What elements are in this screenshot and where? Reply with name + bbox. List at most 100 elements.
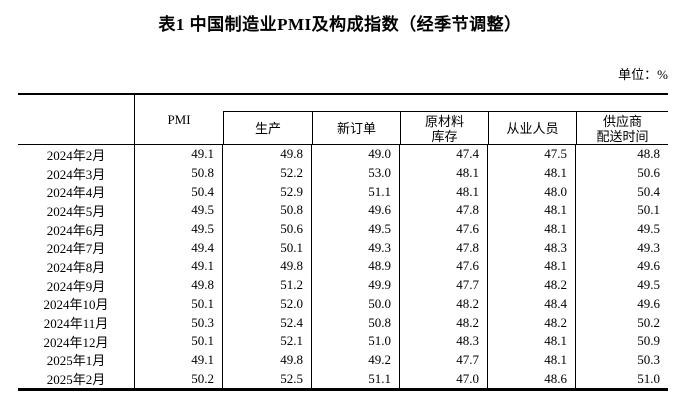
cell-value: 48.2 (488, 275, 576, 295)
cell-value: 50.2 (637, 314, 660, 330)
cell-value: 47.0 (400, 369, 488, 388)
header-supplier-delivery-time: 供应商 配送时间 (596, 113, 649, 144)
table-row: 2024年4月 50.4 52.9 51.1 48.1 48.0 50.4 (18, 182, 668, 202)
cell-value: 50.6 (223, 219, 312, 239)
cell-value: 49.1 (135, 145, 223, 164)
header-employment: 从业人员 (489, 112, 577, 145)
row-month-label: 2024年4月 (18, 182, 135, 202)
cell-value: 49.2 (312, 350, 400, 370)
cell-value: 47.6 (400, 219, 488, 239)
cell-value: 48.2 (488, 313, 576, 332)
cell-value: 48.4 (488, 294, 576, 314)
cell-value: 50.9 (637, 333, 660, 349)
cell-value: 48.2 (400, 313, 488, 332)
cell-value: 50.3 (135, 313, 223, 332)
row-month-label: 2024年2月 (18, 145, 135, 164)
cell-value: 48.1 (488, 201, 576, 220)
cell-value: 50.1 (135, 294, 223, 314)
cell-value: 50.8 (135, 163, 223, 183)
table-row: 2025年2月 50.2 52.5 51.1 47.0 48.6 51.0 (18, 369, 668, 388)
header-pmi: PMI (167, 111, 191, 127)
cell-value: 50.2 (135, 369, 223, 388)
cell-value: 52.4 (223, 313, 312, 332)
cell-value: 47.7 (400, 275, 488, 295)
cell-value: 49.0 (312, 145, 400, 164)
table-row: 2024年6月 49.5 50.6 49.5 47.6 48.1 49.5 (18, 219, 668, 239)
row-month-label: 2024年3月 (18, 163, 135, 183)
row-month-label: 2025年1月 (18, 350, 135, 370)
cell-value: 48.8 (637, 146, 660, 162)
cell-value: 50.1 (135, 331, 223, 351)
table-row: 2024年12月 50.1 52.1 51.0 48.3 48.1 50.9 (18, 331, 668, 351)
header-production: 生产 (224, 112, 313, 145)
cell-value: 49.6 (637, 295, 660, 311)
cell-value: 48.1 (400, 182, 488, 202)
row-month-label: 2024年5月 (18, 201, 135, 220)
cell-value: 49.5 (637, 277, 660, 293)
cell-value: 49.5 (637, 221, 660, 237)
row-month-label: 2024年7月 (18, 238, 135, 258)
cell-value: 50.6 (637, 165, 660, 181)
cell-value: 48.3 (488, 238, 576, 258)
row-month-label: 2024年9月 (18, 275, 135, 295)
cell-value: 48.9 (312, 257, 400, 276)
table-row: 2024年5月 49.5 50.8 49.6 47.8 48.1 50.1 (18, 201, 668, 220)
cell-value: 49.8 (223, 350, 312, 370)
unit-label: 单位：% (618, 67, 668, 82)
cell-value: 49.5 (135, 201, 223, 220)
cell-value: 49.8 (223, 257, 312, 276)
header-raw-materials-inventory: 原材料 库存 (401, 112, 489, 145)
cell-value: 50.1 (637, 202, 660, 218)
cell-value: 47.5 (488, 145, 576, 164)
cell-value: 49.8 (135, 275, 223, 295)
cell-value: 51.1 (312, 182, 400, 202)
row-month-label: 2024年10月 (18, 294, 135, 314)
table-header: PMI 生产 新订单 原材料 库存 从业人员 供应商 配送时间 (18, 95, 668, 145)
cell-value: 48.1 (488, 350, 576, 370)
cell-value: 52.1 (223, 331, 312, 351)
table-row: 2025年1月 49.1 49.8 49.2 47.7 48.1 50.3 (18, 350, 668, 370)
table-row: 2024年2月 49.1 49.8 49.0 47.4 47.5 48.8 (18, 145, 668, 164)
row-month-label: 2024年11月 (18, 313, 135, 332)
cell-value: 50.3 (637, 351, 660, 367)
header-new-orders: 新订单 (313, 112, 401, 145)
header-corner-cell (18, 95, 135, 144)
cell-value: 50.0 (312, 294, 400, 314)
cell-value: 50.8 (312, 313, 400, 332)
cell-value: 50.4 (135, 182, 223, 202)
cell-value: 48.1 (400, 163, 488, 183)
pmi-table: PMI 生产 新订单 原材料 库存 从业人员 供应商 配送时间 2024年2月 4… (18, 93, 668, 391)
table-row: 2024年8月 49.1 49.8 48.9 47.6 48.1 49.6 (18, 257, 668, 276)
row-month-label: 2024年12月 (18, 331, 135, 351)
cell-value: 50.4 (637, 183, 660, 199)
cell-value: 50.1 (223, 238, 312, 258)
cell-value: 50.8 (223, 201, 312, 220)
cell-value: 49.6 (637, 258, 660, 274)
cell-value: 52.0 (223, 294, 312, 314)
row-month-label: 2024年8月 (18, 257, 135, 276)
cell-value: 48.2 (400, 294, 488, 314)
cell-value: 47.6 (400, 257, 488, 276)
cell-value: 51.0 (312, 331, 400, 351)
row-month-label: 2025年2月 (18, 369, 135, 388)
cell-value: 51.1 (312, 369, 400, 388)
cell-value: 48.6 (488, 369, 576, 388)
table-row: 2024年10月 50.1 52.0 50.0 48.2 48.4 49.6 (18, 294, 668, 314)
cell-value: 53.0 (312, 163, 400, 183)
cell-value: 49.1 (135, 257, 223, 276)
cell-value: 51.2 (223, 275, 312, 295)
cell-value: 47.4 (400, 145, 488, 164)
cell-value: 48.1 (488, 163, 576, 183)
cell-value: 48.1 (488, 219, 576, 239)
cell-value: 49.4 (135, 238, 223, 258)
row-month-label: 2024年6月 (18, 219, 135, 239)
cell-value: 52.9 (223, 182, 312, 202)
cell-value: 47.8 (400, 201, 488, 220)
cell-value: 47.8 (400, 238, 488, 258)
header-subindex-group: 生产 新订单 原材料 库存 从业人员 供应商 配送时间 (223, 111, 668, 145)
table-row: 2024年11月 50.3 52.4 50.8 48.2 48.2 50.2 (18, 313, 668, 332)
cell-value: 51.0 (637, 370, 660, 386)
table-row: 2024年9月 49.8 51.2 49.9 47.7 48.2 49.5 (18, 275, 668, 295)
cell-value: 49.9 (312, 275, 400, 295)
